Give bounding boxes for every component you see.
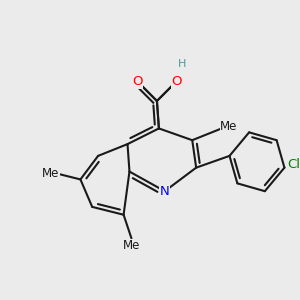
Text: Cl: Cl <box>288 158 300 171</box>
Text: Me: Me <box>220 121 238 134</box>
Text: N: N <box>160 185 170 198</box>
Text: O: O <box>132 75 142 88</box>
Text: Me: Me <box>123 239 140 252</box>
Text: Me: Me <box>42 167 59 180</box>
Text: H: H <box>178 59 187 69</box>
Text: O: O <box>171 75 182 88</box>
